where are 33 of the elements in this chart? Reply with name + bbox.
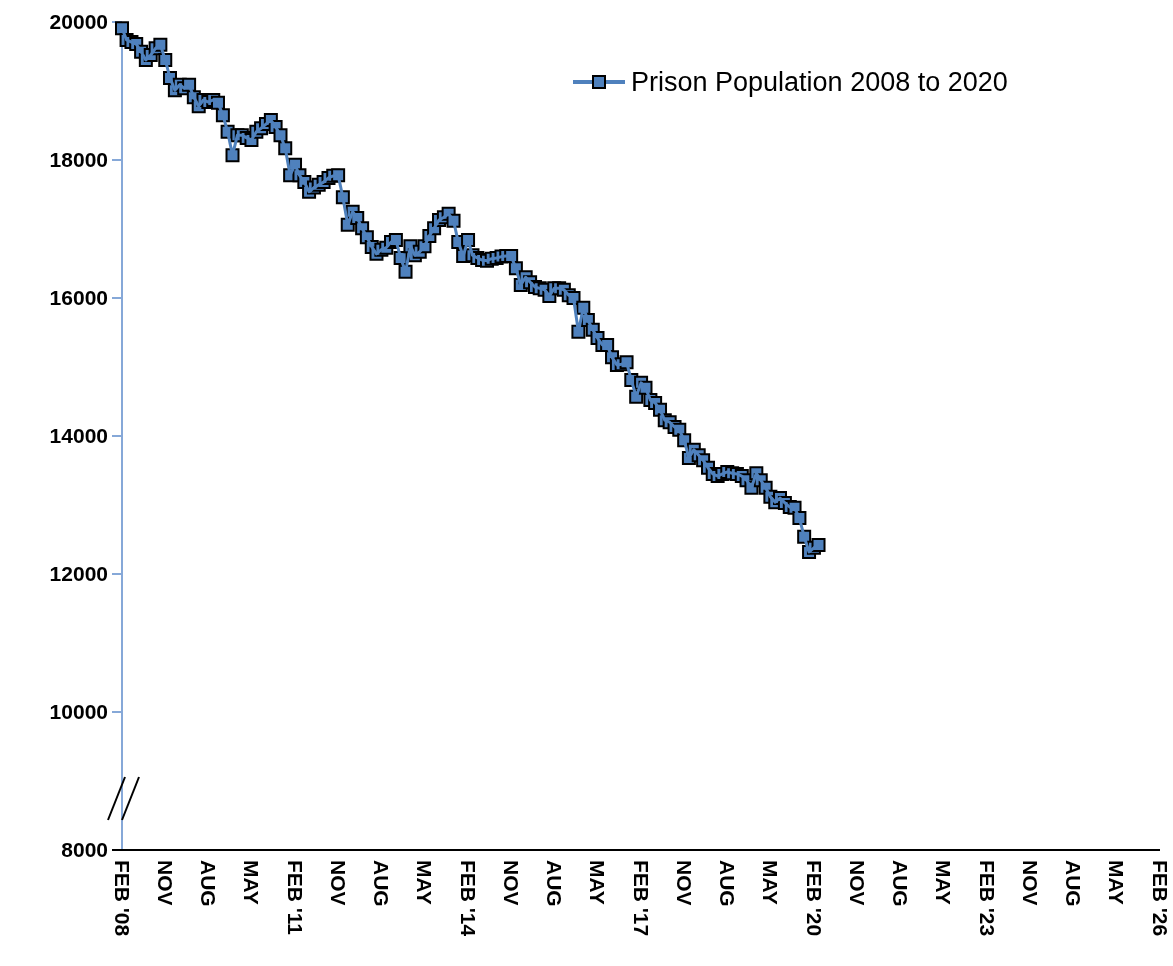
x-tick-label: NOV — [672, 860, 696, 906]
x-tick-label: AUG — [715, 860, 739, 907]
x-tick-label: FEB '26 — [1148, 860, 1172, 937]
x-tick-label: FEB '08 — [110, 860, 134, 937]
x-tick-label: MAY — [1105, 860, 1129, 905]
y-tick-label: 14000 — [49, 424, 108, 448]
x-tick-label: AUG — [1061, 860, 1085, 907]
y-tick-label: 16000 — [49, 286, 108, 310]
x-tick-label: MAY — [932, 860, 956, 905]
y-tick-label: 20000 — [49, 10, 108, 34]
x-tick-label: AUG — [888, 860, 912, 907]
x-tick-label: MAY — [240, 860, 264, 905]
x-tick-label: FEB '17 — [629, 860, 653, 937]
legend-label: Prison Population 2008 to 2020 — [631, 67, 1008, 98]
x-tick-label: NOV — [845, 860, 869, 906]
x-tick-label: NOV — [326, 860, 350, 906]
y-tick-label: 18000 — [49, 148, 108, 172]
x-tick-label: FEB '23 — [975, 860, 999, 937]
x-tick-label: AUG — [370, 860, 394, 907]
y-tick-label: 10000 — [49, 700, 108, 724]
x-tick-label: MAY — [413, 860, 437, 905]
x-tick-label: NOV — [499, 860, 523, 906]
y-tick-label: 12000 — [49, 562, 108, 586]
x-tick-label: FEB '20 — [802, 860, 826, 937]
x-tick-label: AUG — [542, 860, 566, 907]
x-tick-label: FEB '11 — [283, 860, 307, 936]
x-tick-label: MAY — [586, 860, 610, 905]
x-tick-label: FEB '14 — [456, 860, 480, 937]
x-tick-label: NOV — [153, 860, 177, 906]
x-tick-label: AUG — [197, 860, 221, 907]
y-tick-label: 8000 — [61, 838, 108, 862]
x-tick-label: MAY — [759, 860, 783, 905]
x-tick-label: NOV — [1018, 860, 1042, 906]
